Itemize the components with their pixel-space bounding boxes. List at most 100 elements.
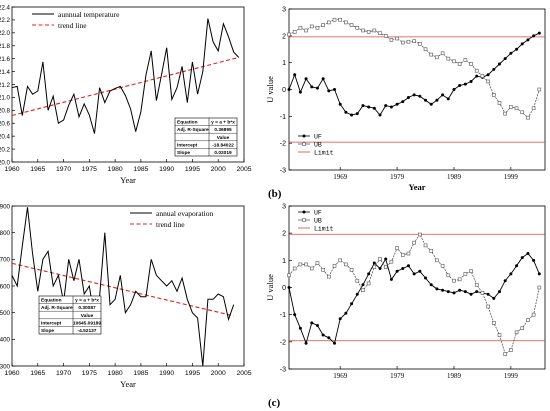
mk_b-series-uf-point (463, 82, 467, 86)
mk_c-series-ub-point (349, 268, 354, 272)
mk_b-series-ub-point (486, 79, 490, 84)
mk_c-ytick-label: 2 (282, 231, 286, 238)
mk_c-series-ub-point (344, 262, 348, 267)
mk_c-series-uf-point (287, 286, 291, 289)
mk_b-series-uf-point (458, 83, 462, 87)
mk_b-ytick-label: 2 (282, 33, 286, 40)
mk_b-series-ub-point (503, 111, 507, 116)
evap-equation-table-value: 0.30087 (78, 305, 96, 311)
mk_b-series-uf-point (310, 85, 314, 89)
temp-xtick-label: 2005 (236, 166, 251, 173)
temp-ytick-label: 22.2 (0, 17, 11, 24)
mk_c-legend-label-uf: UF (314, 210, 322, 217)
mk_b-series-ub-point (463, 58, 468, 62)
evap-ytick-label: 1300 (0, 363, 11, 370)
mk_c-series-ub-point (440, 263, 445, 268)
mk_b-series-ub-point (309, 24, 314, 29)
temp-ytick-label: 21.4 (0, 69, 11, 76)
temp-xtick-label: 1975 (82, 166, 97, 173)
mk_b-ylabel: U value (265, 76, 275, 103)
mk_b-series-ub-point (406, 39, 411, 44)
mk_b-series-uf-point (333, 88, 337, 91)
mk_c-series-uf-point (435, 287, 439, 291)
mk_c-series-uf-point (367, 272, 371, 276)
mk_c-series-uf-point (350, 302, 354, 306)
mk_c-legend-label-ub: UB (314, 218, 322, 225)
mk_c-series-ub-point (429, 249, 434, 253)
mk_b-series-uf-point (315, 86, 319, 90)
evap-equation-table-key: Equation (41, 298, 62, 304)
evap-xtick-label: 1990 (159, 370, 174, 377)
mk_b-series-uf-point (378, 113, 382, 117)
mk_c-ytick-label: -1 (280, 312, 286, 319)
mk_c-series-ub-point (457, 277, 462, 282)
mk_b-series-uf-point (503, 57, 507, 61)
mk_c-series-uf-point (418, 269, 422, 273)
temp-ytick-label: 20.4 (0, 133, 11, 140)
temp-xtick-label: 1970 (56, 166, 71, 173)
mk_c-series-uf-point (458, 288, 462, 292)
temp-xtick-label: 1980 (108, 166, 123, 173)
mk_b-series-uf-point (321, 77, 325, 81)
mk_c-series-uf-point (520, 256, 524, 260)
mk_c-series-ub-point (497, 333, 502, 337)
mk_c-series-uf-point (333, 341, 337, 345)
mk_c-series-ub-point (486, 304, 490, 309)
mk_c-series-ub-point (292, 266, 297, 271)
temp-equation-table-key: Equation (177, 120, 198, 126)
mk_b-series-ub-point (389, 38, 394, 42)
mk_c-series-uf-point (293, 313, 297, 317)
evap-xtick-label: 1965 (30, 370, 45, 377)
mk_b-series-uf-point (469, 79, 473, 83)
mk_c-ylabel: U value (265, 274, 275, 301)
mk_b-series-uf-point (537, 31, 541, 35)
mk_b-series-ub-point (520, 110, 525, 115)
mk_c-series-uf-point (497, 290, 501, 294)
temp-ytick-label: 20.0 (0, 159, 11, 166)
temp-xtick-label: 1990 (159, 166, 174, 173)
mk_b-series-uf-point (509, 51, 513, 55)
mk_c-series-ub-point (503, 352, 507, 356)
mk_c-series-ub-point (304, 262, 308, 267)
mk_c-series-uf-point (315, 324, 319, 328)
mk_b-series-ub-point (292, 30, 297, 34)
mk_c-series-ub-point (372, 265, 377, 269)
mk_b-series-uf-point (412, 93, 416, 97)
mk_c-series-uf-point (384, 257, 388, 261)
mk_b-series-uf-point (486, 73, 490, 77)
evap-equation-table (38, 295, 102, 335)
mk_b-series-ub-point (412, 39, 416, 44)
mk_b-series-ub-point (531, 106, 536, 111)
mk_b-series-uf-point (446, 97, 450, 101)
evap-equation-table-key: Slope (41, 328, 54, 334)
mk_c-ytick-label: 0 (282, 285, 286, 292)
mk_c-ytick-label: -2 (280, 339, 286, 346)
mk_b-series-ub-point (315, 25, 320, 30)
mk_b-series-uf-point (298, 90, 302, 94)
mk_c-series-uf-point (475, 290, 479, 294)
mk_b-series-uf-point (395, 102, 399, 106)
mk_c-series-uf-point (486, 292, 490, 296)
mk_b-series-uf-point (293, 73, 297, 77)
mk_b-xlabel: Year (409, 182, 426, 192)
mk_c-series-uf-point (446, 290, 450, 294)
mk_b-ytick-label: -1 (280, 114, 286, 121)
mk_b-legend-label-uf: UF (314, 134, 322, 141)
mk_b-series-uf-point (406, 96, 410, 100)
temp-ytick-label: 21.0 (0, 95, 11, 102)
mk_b-series-ub-point (491, 93, 496, 97)
temp-xtick-label: 1965 (30, 166, 45, 173)
mk_b-series-uf-point (372, 106, 376, 110)
mk_c-series-uf-point (355, 292, 359, 296)
mk_c-series-ub-point (287, 273, 291, 278)
mk_b-series-uf-point (287, 88, 291, 91)
mk_b-series-ub-point (344, 20, 348, 25)
evap-xtick-label: 1970 (56, 370, 71, 377)
mk_c-xtick-label: 1969 (333, 372, 348, 380)
temp-ytick-label: 22.0 (0, 30, 11, 37)
mk_c-series-ub-point (378, 257, 382, 261)
mk_b-ytick-label: 0 (282, 87, 286, 94)
mk_b-xtick-label: 1979 (390, 173, 405, 181)
temp-equation-table-key: Intercept (177, 142, 198, 148)
